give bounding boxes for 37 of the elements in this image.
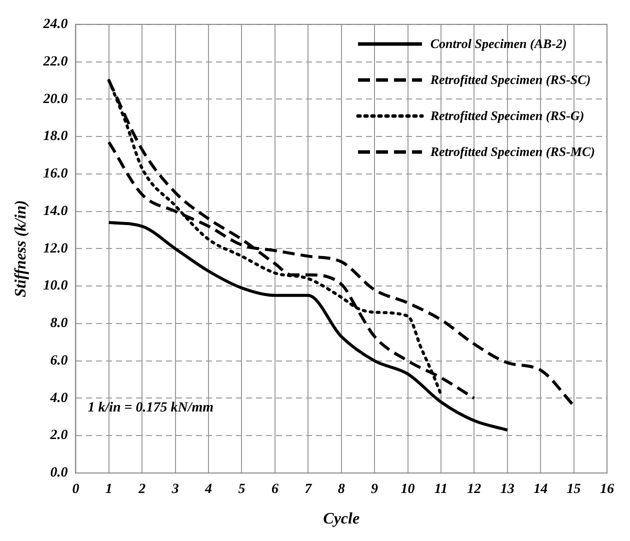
x-tick-label: 7 xyxy=(304,482,313,498)
y-tick-label: 18.0 xyxy=(43,129,68,144)
legend-label: Control Specimen (AB-2) xyxy=(430,36,567,52)
x-tick-label: 14 xyxy=(534,482,548,498)
x-axis-title: Cycle xyxy=(323,510,360,528)
y-axis-title: Stiffness (k/in) xyxy=(12,200,30,298)
x-tick-label: 10 xyxy=(400,482,415,498)
x-tick-label: 8 xyxy=(338,482,345,498)
legend-label: Retrofitted Specimen (RS-MC) xyxy=(430,144,595,160)
x-tick-label: 6 xyxy=(271,482,278,498)
y-tick-label: 22.0 xyxy=(42,54,68,70)
x-tick-label: 9 xyxy=(371,482,378,498)
x-tick-label: 16 xyxy=(600,482,614,498)
x-tick-label: 0 xyxy=(72,482,80,498)
x-tick-label: 12 xyxy=(467,482,482,498)
x-tick-label: 4 xyxy=(204,482,212,498)
x-tick-label: 1 xyxy=(105,482,112,498)
x-tick-label: 2 xyxy=(138,482,146,498)
y-tick-label: 12.0 xyxy=(43,241,68,256)
x-tick-label: 11 xyxy=(434,482,448,498)
annotation: 1 k/in = 0.175 kN/mm xyxy=(88,400,214,416)
y-tick-label: 24.0 xyxy=(42,17,68,32)
x-tick-label: 5 xyxy=(238,482,246,498)
legend-label: Retrofitted Specimen (RS-SC) xyxy=(430,72,591,88)
x-tick-label: 13 xyxy=(500,482,514,498)
y-tick-label: 14.0 xyxy=(43,204,68,219)
x-tick-label: 3 xyxy=(170,482,179,498)
y-tick-label: 6.0 xyxy=(50,353,68,368)
y-tick-label: 10.0 xyxy=(43,278,68,294)
legend-label: Retrofitted Specimen (RS-G) xyxy=(430,108,584,124)
y-tick-label: 0.0 xyxy=(50,466,68,481)
y-tick-label: 4.0 xyxy=(49,390,68,406)
y-tick-label: 16.0 xyxy=(43,166,68,182)
y-tick-label: 2.0 xyxy=(49,428,68,444)
x-tick-label: 15 xyxy=(566,482,581,498)
y-tick-label: 8.0 xyxy=(50,316,68,332)
y-tick-label: 20.0 xyxy=(42,92,68,107)
